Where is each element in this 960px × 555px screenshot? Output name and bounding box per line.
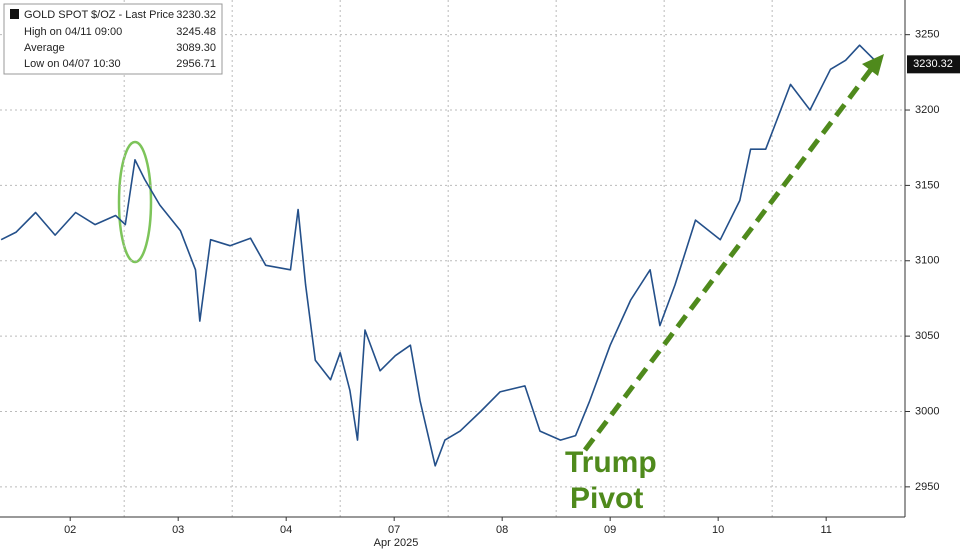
legend-value: 3230.32 xyxy=(176,9,216,21)
annotation: Pivot xyxy=(570,482,643,515)
plot xyxy=(0,0,905,517)
x-tick-label: 07 xyxy=(388,524,400,536)
last-price-tag xyxy=(907,55,960,74)
x-tick-label: 10 xyxy=(712,524,724,536)
y-tick-label: 2950 xyxy=(915,481,939,493)
legend-swatch xyxy=(10,9,19,19)
price-line xyxy=(0,44,876,467)
legend-box xyxy=(3,3,223,75)
x-tick-label: 08 xyxy=(496,524,508,536)
legend-value: 3245.48 xyxy=(176,26,216,38)
highlight-circle xyxy=(117,140,153,264)
last-price-label: 3230.32 xyxy=(913,58,953,70)
x-tick-label: 04 xyxy=(280,524,292,536)
y-tick-label: 3150 xyxy=(915,179,939,191)
y-tick-label: 3050 xyxy=(915,330,939,342)
y-tick-label: 3000 xyxy=(915,405,939,417)
legend-title: GOLD SPOT $/OZ - Last Price xyxy=(24,9,174,21)
legend-value: 3089.30 xyxy=(176,42,216,54)
trend-arrow xyxy=(583,66,874,452)
y-tick-label: 3100 xyxy=(915,255,939,267)
annotation: Trump xyxy=(565,446,657,479)
x-axis-label: Apr 2025 xyxy=(374,537,419,549)
legend-label: Low on 04/07 10:30 xyxy=(24,58,121,70)
x-tick-label: 09 xyxy=(604,524,616,536)
x-tick-label: 11 xyxy=(820,524,831,536)
legend-label: Average xyxy=(24,42,65,54)
legend-label: High on 04/11 09:00 xyxy=(24,26,122,38)
arrow-head xyxy=(862,54,884,76)
y-tick-label: 3200 xyxy=(915,104,939,116)
legend-value: 2956.71 xyxy=(176,58,216,70)
y-tick-label: 3250 xyxy=(915,29,939,41)
x-tick-label: 02 xyxy=(64,524,76,536)
x-tick-label: 03 xyxy=(172,524,184,536)
